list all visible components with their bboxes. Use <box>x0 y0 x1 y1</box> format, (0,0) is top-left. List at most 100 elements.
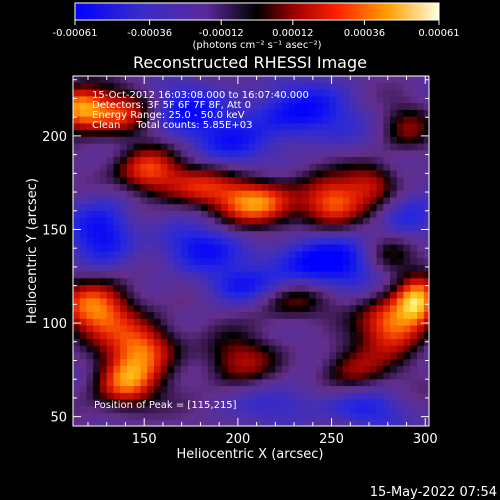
heatmap-pixel <box>336 149 344 157</box>
heatmap-pixel <box>417 318 425 326</box>
heatmap-pixel <box>288 338 297 346</box>
heatmap-pixel <box>174 136 182 144</box>
heatmap-pixel <box>100 304 108 312</box>
heatmap-pixel <box>288 399 297 407</box>
heatmap-pixel <box>275 95 283 104</box>
heatmap-pixel <box>396 190 405 198</box>
heatmap-pixel <box>214 196 222 205</box>
heatmap-pixel <box>79 223 87 232</box>
heatmap-pixel <box>234 190 243 198</box>
heatmap-pixel <box>174 257 182 265</box>
heatmap-pixel <box>86 324 94 333</box>
heatmap-pixel <box>86 365 94 373</box>
heatmap-pixel <box>315 284 324 292</box>
heatmap-pixel <box>248 345 256 353</box>
heatmap-pixel <box>396 143 405 151</box>
heatmap-pixel <box>201 102 209 110</box>
heatmap-pixel <box>207 136 216 144</box>
heatmap-pixel <box>417 244 425 252</box>
heatmap-pixel <box>174 183 182 191</box>
heatmap-pixel <box>79 372 87 380</box>
heatmap-pixel <box>275 311 283 319</box>
heatmap-pixel <box>268 122 276 131</box>
heatmap-pixel <box>207 203 216 211</box>
heatmap-pixel <box>417 412 425 420</box>
heatmap-pixel <box>113 311 121 319</box>
heatmap-pixel <box>390 82 398 90</box>
heatmap-pixel <box>282 378 290 387</box>
heatmap-pixel <box>295 419 303 426</box>
heatmap-pixel <box>275 102 283 110</box>
heatmap-pixel <box>410 412 418 420</box>
heatmap-pixel <box>120 351 128 360</box>
heatmap-pixel <box>302 392 310 400</box>
heatmap-pixel <box>133 399 141 407</box>
heatmap-pixel <box>120 318 128 326</box>
heatmap-pixel <box>113 102 121 110</box>
heatmap-pixel <box>342 176 351 184</box>
heatmap-pixel <box>349 324 357 333</box>
heatmap-pixel <box>234 399 243 407</box>
heatmap-pixel <box>363 284 371 292</box>
heatmap-pixel <box>228 405 236 414</box>
heatmap-pixel <box>79 237 87 245</box>
heatmap-pixel <box>113 109 121 117</box>
heatmap-pixel <box>234 76 243 83</box>
heatmap-pixel <box>288 170 297 178</box>
heatmap-pixel <box>342 405 351 414</box>
heatmap-pixel <box>390 392 398 400</box>
heatmap-pixel <box>295 412 303 420</box>
heatmap-pixel <box>376 405 384 414</box>
heatmap-pixel <box>160 257 168 265</box>
heatmap-pixel <box>376 210 384 218</box>
heatmap-pixel <box>248 76 256 83</box>
heatmap-pixel <box>100 392 108 400</box>
heatmap-pixel <box>140 122 148 131</box>
heatmap-pixel <box>369 324 378 333</box>
heatmap-pixel <box>234 156 243 164</box>
heatmap-pixel <box>268 183 276 191</box>
heatmap-pixel <box>133 351 141 360</box>
heatmap-pixel <box>390 109 398 117</box>
heatmap-pixel <box>302 122 310 131</box>
heatmap-pixel <box>309 237 317 245</box>
heatmap-pixel <box>363 143 371 151</box>
heatmap-pixel <box>86 304 94 312</box>
heatmap-pixel <box>207 143 216 151</box>
heatmap-pixel <box>315 385 324 393</box>
heatmap-pixel <box>201 244 209 252</box>
heatmap-pixel <box>342 419 351 426</box>
heatmap-pixel <box>423 89 429 97</box>
heatmap-pixel <box>390 143 398 151</box>
heatmap-pixel <box>120 210 128 218</box>
heatmap-pixel <box>214 304 222 312</box>
heatmap-pixel <box>234 116 243 124</box>
heatmap-pixel <box>187 399 195 407</box>
heatmap-pixel <box>127 122 135 131</box>
heatmap-pixel <box>201 156 209 164</box>
heatmap-pixel <box>363 331 371 339</box>
heatmap-pixel <box>201 392 209 400</box>
heatmap-pixel <box>79 143 87 151</box>
heatmap-pixel <box>383 230 391 238</box>
heatmap-pixel <box>356 136 364 144</box>
heatmap-pixel <box>160 95 168 104</box>
heatmap-pixel <box>309 405 317 414</box>
heatmap-pixel <box>187 122 195 131</box>
heatmap-pixel <box>309 95 317 104</box>
y-axis-label: Heliocentric Y (arcsec) <box>25 178 40 324</box>
heatmap-pixel <box>100 385 108 393</box>
heatmap-pixel <box>106 95 114 104</box>
heatmap-pixel <box>100 143 108 151</box>
heatmap-pixel <box>302 129 310 137</box>
heatmap-pixel <box>234 331 243 339</box>
heatmap-pixel <box>106 217 114 225</box>
heatmap-pixel <box>228 419 236 426</box>
heatmap-pixel <box>100 311 108 319</box>
heatmap-pixel <box>221 237 229 245</box>
heatmap-pixel <box>221 311 229 319</box>
heatmap-pixel <box>214 277 222 286</box>
heatmap-pixel <box>201 324 209 333</box>
heatmap-pixel <box>207 250 216 259</box>
heatmap-pixel <box>228 385 236 393</box>
